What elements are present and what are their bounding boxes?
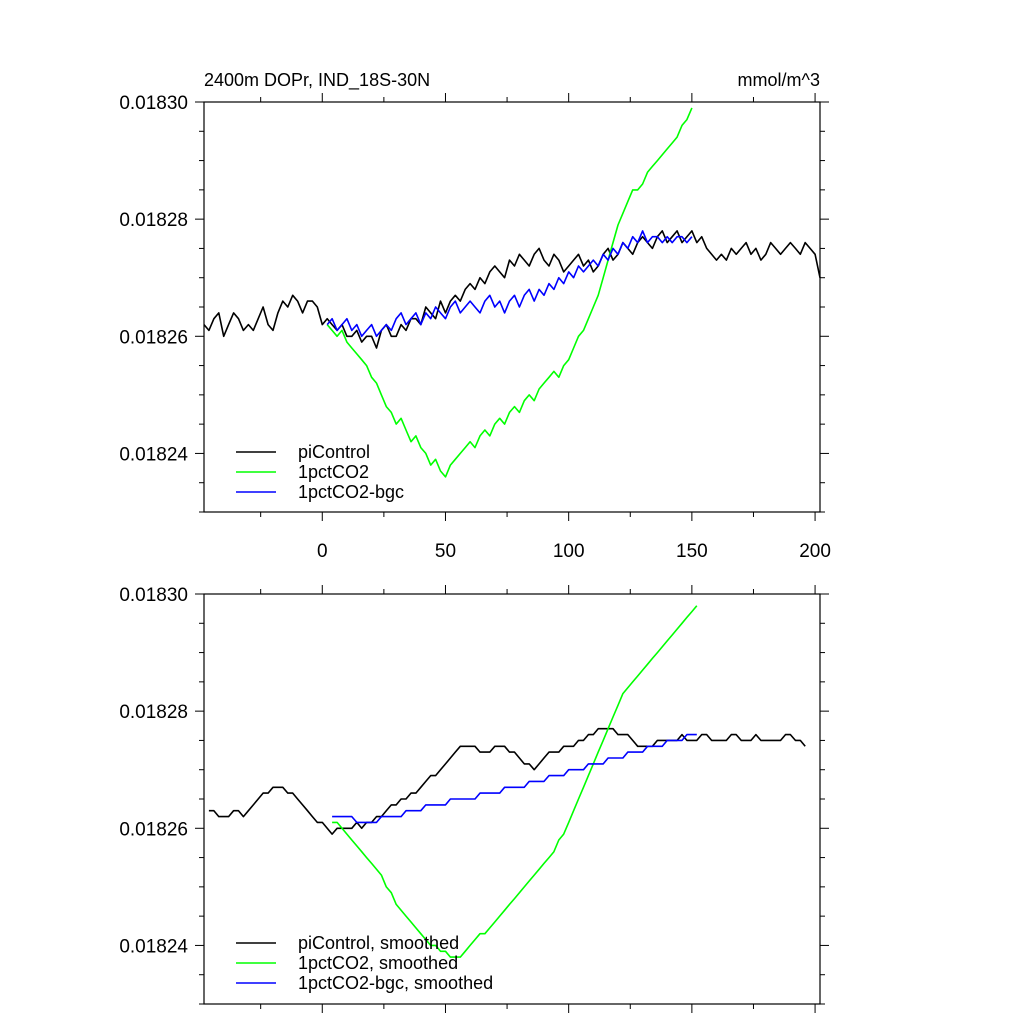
x-tick-label: 0 xyxy=(317,541,328,562)
x-tick-label: 150 xyxy=(676,541,708,562)
series-line-1pctco2-bgc-smoothed xyxy=(332,733,697,824)
x-tick-label: 100 xyxy=(553,541,585,562)
series-line-1pctco2-bgc xyxy=(326,230,693,338)
legend-label: 1pctCO2-bgc, smoothed xyxy=(298,973,493,993)
x-tick-labels: 0 50 100 150 200 xyxy=(317,541,831,562)
legend-label: 1pctCO2, smoothed xyxy=(298,953,458,973)
plot-frame xyxy=(203,101,821,513)
x-tick-label: 50 xyxy=(435,541,456,562)
plot-frame xyxy=(203,593,821,1005)
tick-marks xyxy=(195,585,829,1013)
series-line-1pctco2-smoothed xyxy=(332,605,698,958)
y-tick-label: 0.01826 xyxy=(119,327,188,348)
tick-marks xyxy=(195,93,829,521)
series-line-1pctco2 xyxy=(326,107,693,478)
legend-label: 1pctCO2-bgc xyxy=(298,482,404,502)
series-lines xyxy=(203,107,821,478)
top-panel: 2400m DOPr, IND_18S-30N mmol/m^3 0.01824… xyxy=(119,70,831,562)
series-line-picontrol xyxy=(203,230,821,349)
y-tick-label: 0.01826 xyxy=(119,819,188,840)
y-tick-label: 0.01830 xyxy=(119,585,188,606)
legend-label: piControl xyxy=(298,442,370,462)
y-tick-labels: 0.01824 0.01826 0.01828 0.01830 xyxy=(119,585,188,957)
bottom-panel: 0.01824 0.01826 0.01828 0.01830 piControl, … xyxy=(119,585,829,1013)
y-tick-label: 0.01830 xyxy=(119,93,188,114)
chart-units-label: mmol/m^3 xyxy=(738,70,820,90)
y-tick-labels: 0.01824 0.01826 0.01828 0.01830 xyxy=(119,93,188,465)
y-tick-label: 0.01824 xyxy=(119,936,188,957)
legend-label: 1pctCO2 xyxy=(298,462,369,482)
x-tick-label: 200 xyxy=(799,541,831,562)
y-tick-label: 0.01828 xyxy=(119,702,188,723)
series-lines xyxy=(208,605,806,958)
series-line-picontrol-smoothed xyxy=(208,727,806,835)
chart-title-left: 2400m DOPr, IND_18S-30N xyxy=(204,70,430,91)
y-tick-label: 0.01828 xyxy=(119,210,188,231)
legend-label: piControl, smoothed xyxy=(298,933,459,953)
y-tick-label: 0.01824 xyxy=(119,444,188,465)
